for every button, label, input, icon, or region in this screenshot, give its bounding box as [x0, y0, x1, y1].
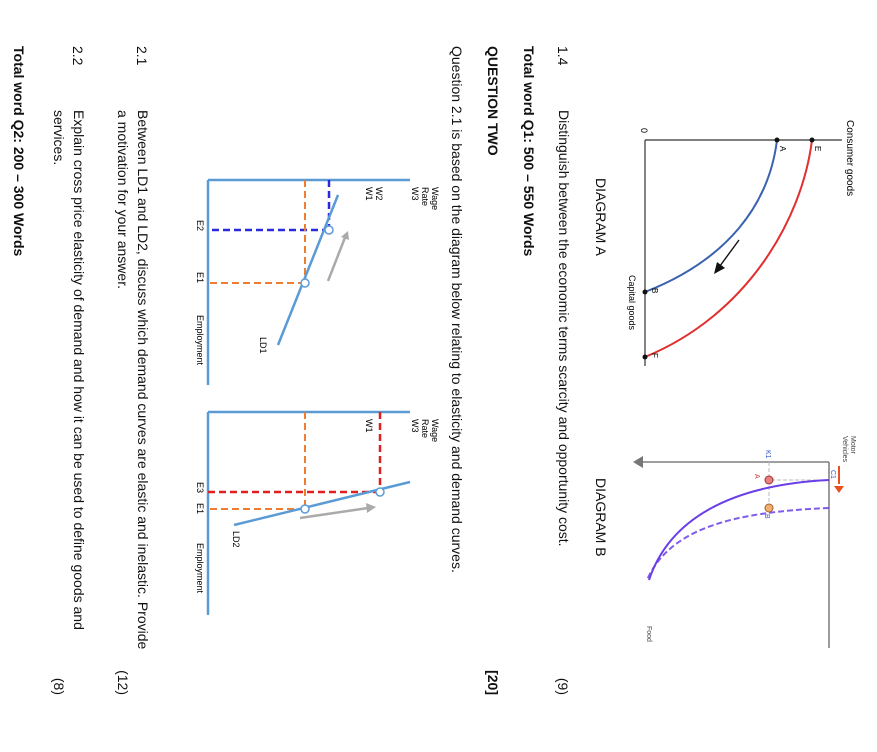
total-word-q2: Total word Q2: 200 – 300 Words	[11, 46, 27, 257]
ld1-e1-label: E1	[195, 272, 205, 283]
diagram-b-ppf-original	[648, 479, 830, 581]
question-1-4-marks: (9)	[555, 677, 571, 695]
question-1-4-text: Distinguish between the economic terms s…	[556, 110, 572, 547]
question-2-1-line-2: a motivation for your answer.	[115, 110, 131, 289]
diagram-b-c1-label: C1	[829, 470, 836, 479]
diagram-b-x-label: Food	[645, 626, 652, 642]
ld1-w2-label: W2	[374, 187, 384, 201]
question-number-2-1: 2.1	[134, 46, 150, 66]
question-2-1-intro: Question 2.1 is based on the diagram bel…	[449, 46, 465, 573]
diagram-a-x-label: Capital goods	[627, 275, 637, 331]
diagram-a-label-a: A	[778, 146, 787, 152]
question-two-marks: [20]	[485, 670, 501, 695]
diagram-a-label-b: B	[650, 288, 659, 293]
ld2-point-w1	[300, 504, 310, 514]
diagram-a-ppf-inner	[644, 139, 778, 293]
ld1-y-title-2: Rate	[420, 187, 430, 206]
diagram-b-shift-arrow-head	[834, 486, 844, 493]
diagram-a-point-f	[642, 354, 648, 360]
ld2-y-title-2: Rate	[420, 419, 430, 438]
ld1-movement-arrow	[326, 234, 348, 282]
diagram-b-ppf-shifted	[646, 507, 830, 581]
ld2-movement-arrow-head	[366, 503, 376, 513]
ld2-w3-label: W3	[410, 419, 420, 433]
ld1-x-title: Employment	[195, 315, 205, 366]
ld2-e3-label: E3	[195, 482, 205, 493]
ld2-movement-arrow	[299, 506, 369, 520]
diagram-b-label-b: B	[763, 514, 770, 519]
question-2-2-line-1: Explain cross price elasticity of demand…	[71, 110, 87, 630]
diagram-a-point-e	[809, 137, 815, 143]
diagram-a-point-a	[774, 137, 780, 143]
diagram-a-arrow-head	[714, 262, 725, 274]
ld1-movement-arrow-head	[341, 231, 349, 240]
question-number-1-4: 1.4	[555, 46, 571, 66]
diagram-a-y-label: Consumer goods	[844, 120, 855, 196]
diagram-a-caption: DIAGRAM A	[593, 178, 609, 256]
diagram-a-label-f: F	[650, 353, 659, 358]
ld1-demand-curve	[276, 194, 340, 346]
diagram-a-label-e: E	[813, 146, 822, 151]
diagram-b-axis-arrow	[633, 456, 643, 468]
total-word-q1: Total word Q1: 500 – 550 Words	[521, 46, 537, 257]
ld1-e2-label: E2	[195, 220, 205, 231]
question-2-1-line-1: Between LD1 and LD2, discuss which deman…	[135, 110, 151, 650]
ld2-demand-curve	[233, 480, 411, 527]
ld1-point-w1	[300, 278, 310, 288]
ld2-chart: Wage Rate W3 W1 E3 E1 Employment LD2	[195, 410, 440, 615]
question-two-title: QUESTION TWO	[485, 46, 501, 156]
ld2-y-title-1: Wage	[430, 419, 440, 442]
diagram-b-point-b	[764, 503, 774, 513]
ld2-point-w3	[375, 487, 385, 497]
ld1-w3-label: W3	[410, 187, 420, 201]
diagram-a-ppf-outer	[644, 139, 813, 358]
ld1-point-w2	[324, 225, 334, 235]
diagram-a-point-b	[642, 289, 648, 295]
diagram-b-y-label-1: Motor	[849, 436, 856, 455]
question-2-1-marks: (12)	[115, 670, 131, 695]
ld2-w1-label: W1	[364, 419, 374, 433]
ld2-curve-label: LD2	[231, 531, 241, 548]
diagram-a-origin: 0	[639, 128, 649, 133]
diagram-b-caption: DIAGRAM B	[593, 478, 609, 557]
ld2-x-title: Employment	[195, 543, 205, 594]
diagram-b-k1-label: K1	[764, 450, 771, 459]
diagram-b-label-a: A	[753, 474, 760, 479]
question-2-2-marks: (8)	[51, 677, 67, 695]
diagram-a: Consumer goods 0 E A B F Capital goods	[627, 120, 855, 366]
ld1-curve-label: LD1	[258, 337, 268, 354]
diagram-b-point-a	[764, 475, 774, 485]
diagram-b-y-label-2: Vehicles	[841, 436, 848, 463]
question-number-2-2: 2.2	[70, 46, 86, 66]
question-2-2-line-2: services.	[51, 110, 67, 166]
diagram-b: Motor Vehicles C1 K1 A B Food	[633, 436, 856, 648]
ld2-e1-label: E1	[195, 503, 205, 514]
ld1-y-title-1: Wage	[430, 187, 440, 210]
ld1-chart: Wage Rate W3 W2 W1 E2 E1 Employment LD1	[195, 178, 440, 385]
ld1-w1-label: W1	[364, 187, 374, 201]
